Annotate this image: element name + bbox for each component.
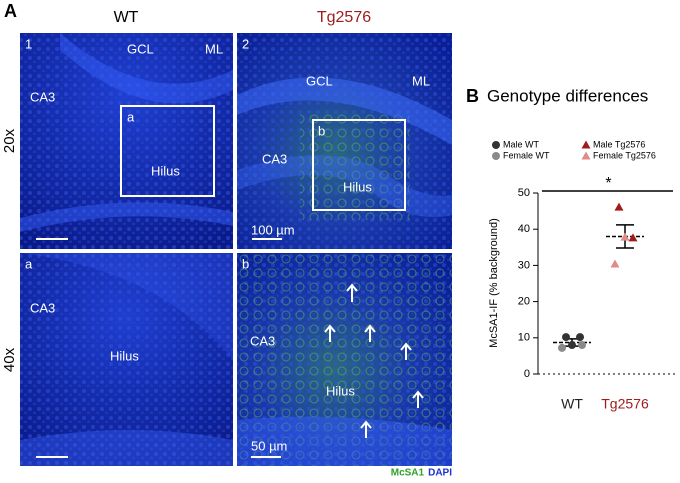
data-point <box>568 341 576 350</box>
region-label: CA3 <box>30 300 55 315</box>
data-point <box>578 341 586 350</box>
region-label: CA3 <box>30 89 55 104</box>
inset-label: a <box>127 109 135 124</box>
region-label: Hilus <box>110 348 139 363</box>
y-tick-label: 10 <box>518 332 530 344</box>
micrograph <box>20 253 233 466</box>
micrograph <box>20 33 233 249</box>
y-tick-label: 20 <box>518 296 530 308</box>
scale-label: 100 µm <box>251 222 295 237</box>
data-point <box>610 259 620 268</box>
region-label: ML <box>205 41 223 56</box>
panel-letter: A <box>4 1 17 21</box>
legend-label: Female WT <box>503 150 550 160</box>
data-point <box>628 233 638 242</box>
legend-label: Male Tg2576 <box>593 139 645 149</box>
column-label: Tg2576 <box>317 9 371 26</box>
region-label: CA3 <box>250 333 275 348</box>
data-point <box>614 202 624 211</box>
region-label: CA3 <box>262 151 287 166</box>
y-tick-label: 0 <box>524 368 530 380</box>
significance-label: * <box>605 175 611 192</box>
chart: B Genotype differences McSA1-IF (% backgro… <box>466 86 676 412</box>
legend-marker <box>581 151 591 160</box>
region-label: GCL <box>127 41 154 56</box>
stain-label: McSA1 <box>391 468 425 478</box>
legend-label: Female Tg2576 <box>593 150 656 160</box>
data-point <box>620 232 630 241</box>
x-tick-label: WT <box>561 396 583 412</box>
legend-label: Male WT <box>503 139 540 149</box>
data-point <box>558 343 566 352</box>
data-point <box>576 333 584 342</box>
y-axis-label: McSA1-IF (% background) <box>488 218 500 348</box>
y-tick-label: 30 <box>518 259 530 271</box>
scale-label: 50 µm <box>251 438 287 453</box>
legend-marker <box>492 141 500 149</box>
micrograph <box>237 33 452 249</box>
micrograph <box>237 253 452 466</box>
row-label: 40x <box>1 347 18 372</box>
region-label: Hilus <box>326 383 355 398</box>
y-tick-label: 40 <box>518 223 530 235</box>
image-tag: b <box>242 256 249 271</box>
column-label: WT <box>114 9 139 26</box>
image-tag: a <box>25 256 33 271</box>
chart-title: Genotype differences <box>487 86 648 105</box>
image-tag: 1 <box>25 36 32 51</box>
legend-marker <box>492 152 500 160</box>
data-point <box>562 333 570 342</box>
region-label: GCL <box>306 73 333 88</box>
region-label: ML <box>412 73 430 88</box>
row-label: 20x <box>1 128 18 153</box>
legend-marker <box>581 140 591 149</box>
x-tick-label: Tg2576 <box>601 396 649 412</box>
y-tick-label: 50 <box>518 187 530 199</box>
stain-label: DAPI <box>428 468 452 478</box>
region-label: Hilus <box>151 163 180 178</box>
panel-letter: B <box>466 86 479 106</box>
inset-label: b <box>318 123 325 138</box>
image-tag: 2 <box>242 36 249 51</box>
region-label: Hilus <box>343 179 372 194</box>
